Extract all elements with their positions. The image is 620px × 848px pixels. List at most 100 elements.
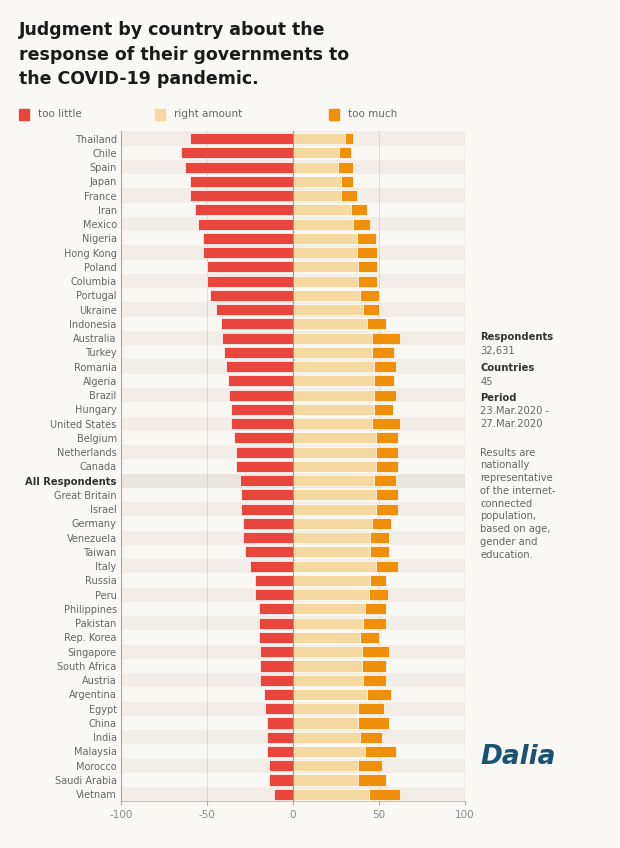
Text: 32,631: 32,631 <box>480 346 515 356</box>
Bar <box>293 161 338 173</box>
Bar <box>293 219 353 230</box>
Bar <box>203 233 293 244</box>
Bar <box>121 331 465 345</box>
Bar <box>293 746 365 757</box>
Bar <box>121 473 465 488</box>
Bar <box>226 361 293 372</box>
Bar <box>198 219 293 230</box>
Bar <box>229 389 293 401</box>
Bar <box>293 561 376 572</box>
Text: Period: Period <box>480 393 517 403</box>
Bar <box>121 345 465 360</box>
Bar <box>260 675 293 686</box>
Bar <box>356 247 377 258</box>
Bar <box>353 219 370 230</box>
Bar <box>259 604 293 615</box>
Text: 23.Mar.2020 -: 23.Mar.2020 - <box>480 406 549 416</box>
Bar <box>293 546 370 557</box>
Bar <box>121 274 465 288</box>
Bar <box>293 732 360 743</box>
Bar <box>236 460 293 472</box>
Bar <box>293 190 341 201</box>
Bar <box>338 161 353 173</box>
Bar <box>121 259 465 274</box>
Bar <box>121 573 465 588</box>
Text: too much: too much <box>348 109 397 120</box>
Bar <box>293 432 376 444</box>
Bar <box>265 703 293 714</box>
Bar <box>259 632 293 643</box>
Bar <box>234 432 293 444</box>
Text: Judgment by country about the
response of their governments to
the COVID-19 pand: Judgment by country about the response o… <box>19 21 348 88</box>
Bar <box>121 131 465 146</box>
Bar <box>245 546 293 557</box>
Bar <box>358 774 386 785</box>
Bar <box>121 460 465 473</box>
Bar <box>293 489 376 500</box>
Bar <box>339 148 352 159</box>
Bar <box>269 774 293 785</box>
Bar <box>293 447 376 458</box>
Bar <box>293 204 352 215</box>
Bar <box>293 176 341 187</box>
Bar <box>259 617 293 628</box>
Bar <box>121 659 465 673</box>
Bar <box>121 559 465 573</box>
Bar <box>121 516 465 531</box>
Bar <box>121 616 465 630</box>
Bar <box>293 304 363 315</box>
Bar <box>190 190 293 201</box>
Bar <box>293 361 374 372</box>
Bar <box>293 646 362 657</box>
Bar <box>356 233 376 244</box>
Bar <box>360 290 379 301</box>
Bar <box>293 133 345 144</box>
Bar <box>121 544 465 559</box>
Bar <box>376 447 398 458</box>
Bar <box>293 418 372 429</box>
Bar <box>223 332 293 343</box>
Text: education.: education. <box>480 550 533 560</box>
Bar <box>376 504 398 515</box>
Bar <box>121 445 465 460</box>
Bar <box>374 389 396 401</box>
Bar <box>293 575 370 586</box>
Bar <box>369 589 388 600</box>
Bar <box>369 789 400 800</box>
Bar <box>203 247 293 258</box>
Bar <box>121 146 465 160</box>
Bar <box>352 204 367 215</box>
Bar <box>363 617 386 628</box>
Bar <box>367 689 391 700</box>
Bar <box>250 561 293 572</box>
Text: Dalia: Dalia <box>480 744 556 770</box>
Text: connected: connected <box>480 499 533 509</box>
Bar <box>293 717 358 728</box>
Bar <box>121 245 465 259</box>
Bar <box>358 703 384 714</box>
Bar <box>372 332 400 343</box>
Bar <box>260 646 293 657</box>
Bar <box>360 632 379 643</box>
Bar <box>341 190 356 201</box>
Text: of the internet-: of the internet- <box>480 486 556 496</box>
Bar <box>190 176 293 187</box>
Bar <box>293 661 362 672</box>
Bar <box>121 716 465 730</box>
Bar <box>363 675 386 686</box>
Bar <box>293 760 358 772</box>
Text: nationally: nationally <box>480 460 530 471</box>
Bar <box>293 148 339 159</box>
Bar <box>207 261 293 272</box>
Bar <box>243 532 293 544</box>
Text: 27.Mar.2020: 27.Mar.2020 <box>480 419 543 429</box>
Bar <box>121 644 465 659</box>
Bar <box>241 489 293 500</box>
Text: population,: population, <box>480 511 537 522</box>
Bar <box>121 374 465 388</box>
Text: too little: too little <box>38 109 82 120</box>
Bar <box>358 760 383 772</box>
Bar <box>121 773 465 787</box>
Text: Results are: Results are <box>480 448 536 458</box>
Text: Countries: Countries <box>480 363 534 373</box>
